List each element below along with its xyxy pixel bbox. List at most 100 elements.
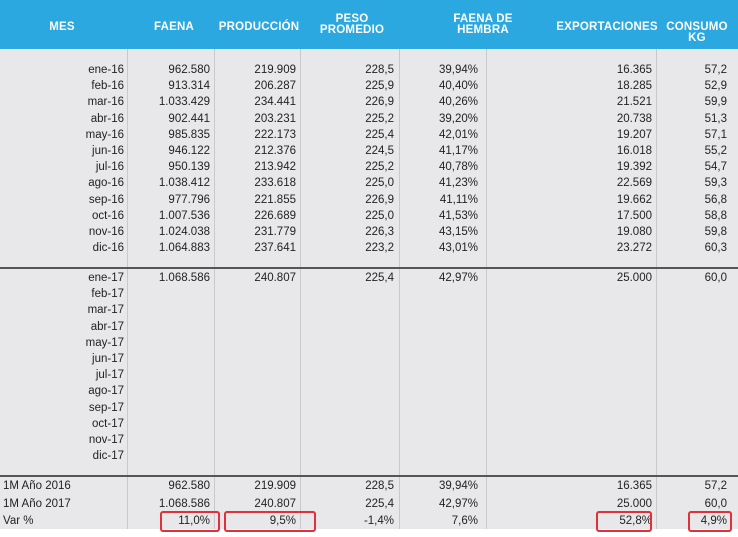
table-row: may-16 985.835 222.173 225,4 42,01% 19.207 57,… [0, 127, 738, 143]
cell-value: 1.068.586 [158, 272, 210, 284]
table-row: nov-16 1.024.038 231.779 226,3 43,15% 19.080 5… [0, 224, 738, 240]
header-exportaciones: EXPORTACIONES [556, 21, 658, 33]
cell-value: 19.392 [616, 161, 652, 174]
cell-value: 41,17% [438, 145, 478, 157]
header-produccion: PRODUCCIÓN [218, 21, 300, 33]
row-label: ago-16 [88, 177, 124, 190]
cell-value: 39,20% [438, 112, 478, 125]
row-label: jun-17 [92, 353, 124, 365]
summary-row: 1M Año 2016 962.580 219.909 228,5 39,94% 16.3… [0, 478, 738, 494]
cell-value: 219.909 [254, 480, 296, 492]
row-label: feb-16 [91, 80, 124, 93]
cell-value: 54,7 [704, 161, 727, 174]
column-divider [486, 49, 487, 529]
table-row: ago-16 1.038.412 233.618 225,0 41,23% 22.569 5… [0, 175, 738, 191]
cell-value: 225,2 [365, 161, 394, 174]
table-row: sep-17 [0, 400, 738, 416]
cell-value: 962.580 [168, 480, 210, 492]
cell-value: 4,9% [700, 515, 727, 527]
table-row: jul-17 [0, 367, 738, 383]
row-label: nov-17 [88, 434, 124, 446]
table-row: mar-16 1.033.429 234.441 226,9 40,26% 21.521 5… [0, 94, 738, 110]
highlight-var-faena [160, 511, 220, 532]
cell-value: 221.855 [254, 193, 296, 206]
row-label: dic-17 [92, 450, 124, 463]
table-row: abr-17 [0, 319, 738, 335]
cell-value: 206.287 [254, 80, 296, 93]
cell-value: 1.007.536 [158, 209, 210, 222]
row-label: feb-17 [91, 288, 124, 301]
header-consumo-kg: CONSUMO KG [666, 21, 728, 44]
cell-value: 43,01% [438, 242, 478, 255]
cell-value: 1.064.883 [158, 242, 210, 255]
cell-value: 18.285 [616, 80, 652, 93]
table-header: MES FAENA PRODUCCIÓN PESO PROMEDIO FAENA … [0, 0, 738, 49]
cell-value: 1.033.429 [158, 96, 210, 109]
cell-value: 240.807 [254, 497, 296, 510]
row-label: abr-16 [90, 112, 124, 125]
row-label: mar-17 [87, 304, 124, 317]
cell-value: 226.689 [254, 209, 296, 222]
cell-value: 231.779 [254, 226, 296, 238]
column-divider [127, 49, 128, 529]
highlight-var-produccion [224, 511, 316, 532]
column-divider [300, 49, 301, 529]
row-label: oct-16 [92, 209, 124, 222]
summary-separator [0, 475, 738, 477]
row-label: sep-17 [88, 401, 124, 414]
row-label: abr-17 [90, 320, 124, 333]
row-label: ene-16 [88, 64, 124, 76]
table-row: ago-17 [0, 383, 738, 399]
table-row: dic-17 [0, 448, 738, 464]
header-faena-hembra: FAENA DE HEMBRA [453, 13, 513, 36]
cell-value: 237.641 [254, 242, 296, 255]
cell-value: 60,0 [704, 497, 727, 510]
cell-value: 41,11% [439, 193, 478, 206]
cell-value: 225,4 [365, 272, 394, 284]
cell-value: 225,9 [365, 80, 394, 93]
cell-value: 913.314 [168, 80, 210, 93]
table-row: jun-16 946.122 212.376 224,5 41,17% 16.018 55,… [0, 143, 738, 159]
cell-value: 222.173 [254, 128, 296, 141]
summary-row: Var % 11,0% 9,5% -1,4% 7,6% 52,8% 4,9% [0, 513, 738, 529]
table-row: jul-16 950.139 213.942 225,2 40,78% 19.392 54,… [0, 159, 738, 175]
row-label: jun-16 [92, 145, 124, 157]
cell-value: 240.807 [254, 272, 296, 284]
table-row: sep-16 977.796 221.855 226,9 41,11% 19.662 56,… [0, 192, 738, 208]
column-divider [214, 49, 215, 529]
cell-value: 52,9 [704, 80, 727, 93]
highlight-var-exportaciones [596, 511, 652, 532]
cell-value: 20.738 [616, 112, 652, 125]
table-row: jun-17 [0, 351, 738, 367]
cell-value: 59,9 [704, 96, 727, 109]
table-body [0, 49, 738, 529]
cell-value: 977.796 [168, 193, 210, 206]
cell-value: 21.521 [616, 96, 652, 109]
cell-value: 60,0 [704, 272, 727, 284]
cell-value: 234.441 [254, 96, 296, 109]
cell-value: 19.662 [616, 193, 652, 206]
cell-value: 950.139 [168, 161, 210, 174]
cell-value: 219.909 [254, 64, 296, 76]
cell-value: 16.018 [616, 145, 652, 157]
table-row: oct-17 [0, 416, 738, 432]
row-label: mar-16 [87, 96, 124, 109]
summary-row: 1M Año 2017 1.068.586 240.807 225,4 42,97% 25… [0, 496, 738, 512]
cell-value: 39,94% [438, 64, 478, 76]
header-peso-promedio: PESO PROMEDIO [319, 13, 385, 36]
cell-value: 224,5 [365, 145, 394, 157]
cell-value: 226,9 [365, 96, 394, 109]
cell-value: 40,78% [438, 161, 478, 174]
cell-value: 56,8 [704, 193, 727, 206]
cell-value: 226,3 [365, 226, 394, 238]
cell-value: 59,8 [704, 226, 727, 238]
cell-value: 1.024.038 [158, 226, 210, 238]
cell-value: 42,97% [438, 272, 478, 284]
year-separator [0, 267, 738, 269]
row-label: jul-17 [95, 369, 124, 382]
row-label: sep-16 [88, 193, 124, 206]
row-label: 1M Año 2017 [3, 497, 71, 510]
cell-value: 226,9 [365, 193, 394, 206]
cell-value: 42,97% [438, 497, 478, 510]
